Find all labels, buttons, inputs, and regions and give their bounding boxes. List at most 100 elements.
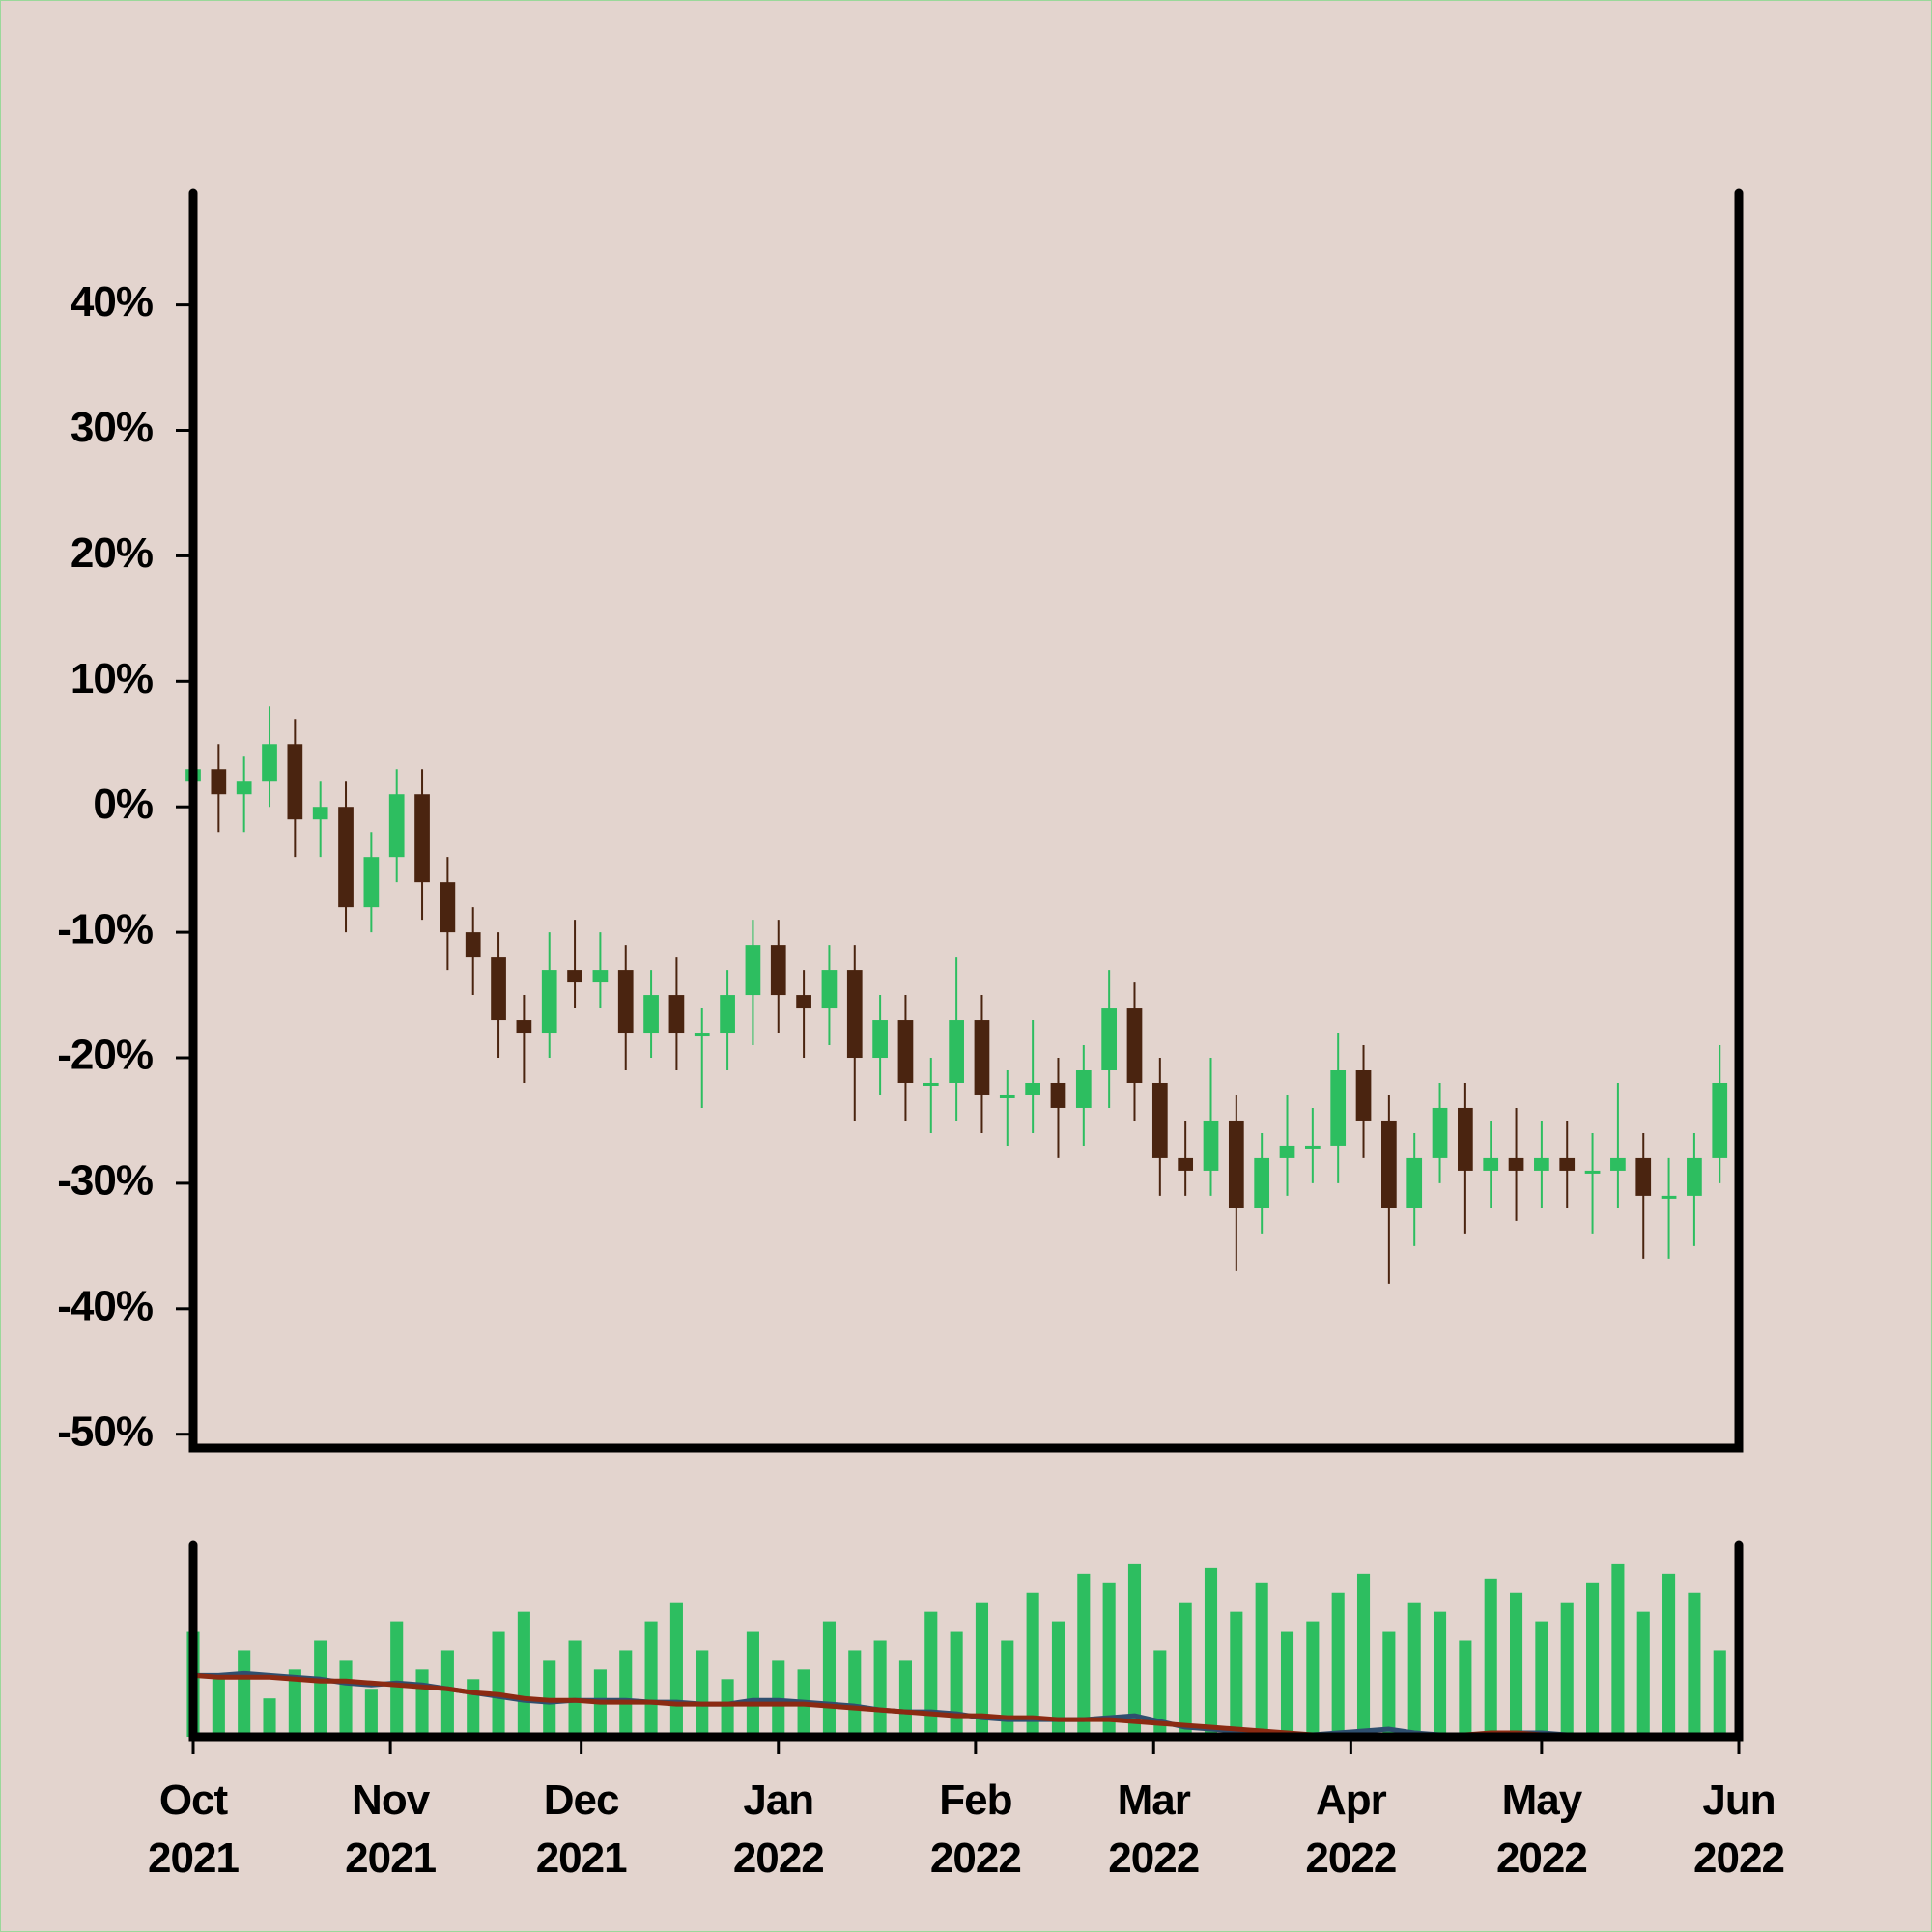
volume-bar xyxy=(848,1650,862,1737)
volume-bar xyxy=(288,1669,301,1737)
volume-bar xyxy=(339,1660,353,1737)
candle-body xyxy=(211,769,227,795)
y-tick-label: 30% xyxy=(71,404,153,451)
volume-bar xyxy=(1179,1602,1192,1737)
candle-body xyxy=(1483,1157,1499,1171)
y-tick-label: -30% xyxy=(57,1157,153,1205)
candle-body xyxy=(1178,1157,1194,1171)
candle-body xyxy=(949,1020,964,1083)
y-tick-label: -50% xyxy=(57,1407,153,1455)
x-tick-label: Oct 2021 xyxy=(148,1776,239,1882)
volume-bar xyxy=(1204,1567,1218,1737)
volume-bar xyxy=(492,1631,505,1737)
volume-bar xyxy=(1077,1573,1091,1737)
volume-bar xyxy=(1662,1573,1676,1737)
candle-body xyxy=(694,1033,710,1037)
candle-body xyxy=(1610,1157,1626,1171)
candle-body xyxy=(541,970,557,1034)
candle-body xyxy=(287,744,303,820)
volume-bar xyxy=(1102,1582,1116,1737)
volume-bar xyxy=(1484,1578,1497,1737)
volume-bar xyxy=(1051,1621,1065,1737)
candle-body xyxy=(923,1082,939,1086)
candle-body xyxy=(846,970,863,1059)
candle-body xyxy=(363,857,380,908)
volume-bar xyxy=(950,1631,963,1737)
volume-bar xyxy=(975,1602,989,1737)
volume-bar xyxy=(898,1660,912,1737)
candle-body xyxy=(821,970,838,1009)
x-tick-label: May 2022 xyxy=(1496,1776,1587,1882)
volume-bar xyxy=(1688,1592,1701,1737)
volume-bar xyxy=(822,1621,836,1737)
candle-body xyxy=(1584,1170,1601,1174)
volume-bar xyxy=(1713,1650,1726,1737)
volume-bar xyxy=(440,1650,454,1737)
candle-body xyxy=(1432,1107,1448,1158)
volume-bar xyxy=(1280,1631,1294,1737)
candle-body xyxy=(236,781,252,795)
volume-bar xyxy=(1382,1631,1396,1737)
volume-bar xyxy=(314,1640,327,1737)
candle-body xyxy=(1458,1107,1473,1171)
volume-bar xyxy=(1510,1592,1523,1737)
candle-body xyxy=(491,957,506,1021)
y-tick-label: 10% xyxy=(71,655,153,702)
x-tick-label: Jan 2022 xyxy=(733,1776,824,1882)
volume-bar xyxy=(263,1698,276,1737)
candle-body xyxy=(1330,1070,1347,1146)
candle-body xyxy=(567,970,582,983)
x-tick-label: Jun 2022 xyxy=(1693,1776,1784,1882)
candle-body xyxy=(1126,1008,1143,1083)
candle-body xyxy=(643,995,659,1034)
candle-body xyxy=(440,882,456,933)
candle-body xyxy=(796,995,811,1009)
volume-bar xyxy=(1560,1602,1574,1737)
candle-body xyxy=(1025,1082,1040,1095)
volume-bar xyxy=(1306,1621,1320,1737)
volume-bar xyxy=(721,1679,734,1737)
candle-body xyxy=(338,807,354,908)
volume-bar xyxy=(1026,1592,1039,1737)
y-tick-label: -10% xyxy=(57,906,153,953)
candle-body xyxy=(1534,1157,1549,1171)
y-tick-label: 40% xyxy=(71,278,153,326)
volume-bar xyxy=(1535,1621,1548,1737)
volume-bar xyxy=(415,1669,429,1737)
candle-body xyxy=(974,1020,990,1095)
candle-body xyxy=(770,945,786,996)
candle-body xyxy=(872,1020,888,1059)
candle-body xyxy=(1075,1070,1092,1108)
candle-body xyxy=(592,970,609,983)
volume-bar xyxy=(1255,1582,1268,1737)
volume-bar xyxy=(212,1679,225,1737)
price-spines xyxy=(188,188,1744,1453)
candle-body xyxy=(617,970,634,1034)
volume-bar xyxy=(517,1611,530,1737)
y-tick-label: -40% xyxy=(57,1282,153,1329)
volume-bar xyxy=(238,1650,251,1737)
candle-body xyxy=(414,794,430,883)
x-tick-label: Dec 2021 xyxy=(536,1776,627,1882)
candle-body xyxy=(262,744,277,782)
candle-body xyxy=(388,794,405,858)
volume-bar xyxy=(1001,1640,1014,1737)
candle-body xyxy=(465,932,481,958)
candle-body xyxy=(1559,1157,1576,1171)
candle-body xyxy=(1712,1082,1728,1158)
candle-body xyxy=(1050,1082,1066,1108)
candle-body xyxy=(1151,1082,1168,1158)
volume-bar xyxy=(873,1640,887,1737)
candle-body xyxy=(1355,1070,1372,1121)
candle-body xyxy=(668,995,685,1034)
volume-bar xyxy=(1127,1563,1142,1737)
candle-body xyxy=(312,807,328,820)
volume-bar xyxy=(568,1640,582,1737)
spines xyxy=(188,188,1744,1742)
candle-body xyxy=(897,1020,914,1083)
volume-bar xyxy=(1433,1611,1447,1737)
candle-body xyxy=(1635,1157,1652,1196)
volume-bar xyxy=(467,1679,480,1737)
volume-bar xyxy=(1407,1602,1421,1737)
